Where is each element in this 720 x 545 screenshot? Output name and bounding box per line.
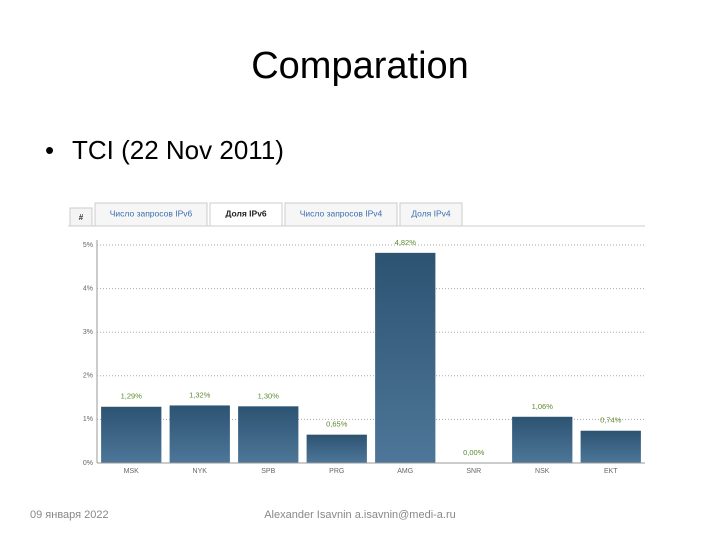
value-label: 1,06%: [532, 402, 554, 411]
value-label: 1,29%: [121, 392, 143, 401]
slide-title: Comparation: [251, 45, 469, 87]
slide-footer: Alexander Isavnin a.isavnin@medi-a.ru: [264, 509, 456, 521]
x-tick-label: SPB: [261, 468, 275, 475]
value-label: 1,32%: [189, 390, 211, 399]
tab-marker: #: [79, 213, 84, 222]
value-label: 0,65%: [326, 420, 348, 429]
value-label: 1,30%: [258, 391, 280, 400]
x-tick-label: PRG: [329, 468, 344, 475]
value-label: 0,74%: [600, 416, 622, 425]
value-label: 0,00%: [463, 448, 485, 457]
x-tick-label: AMG: [397, 468, 413, 475]
tab[interactable]: [284, 202, 398, 227]
bar: [101, 406, 162, 463]
bullet-dot: •: [45, 135, 54, 165]
tab[interactable]: [94, 202, 208, 227]
bar: [580, 430, 641, 463]
bar: [512, 416, 573, 463]
tab-marker-box: [69, 207, 93, 227]
y-tick-label: 2%: [83, 373, 93, 380]
x-tick-label: NSK: [535, 468, 550, 475]
tab-label[interactable]: Доля IPv4: [411, 208, 451, 218]
y-tick-label: 3%: [83, 329, 93, 336]
tab[interactable]: [209, 202, 283, 227]
x-tick-label: SNR: [466, 468, 481, 475]
tab[interactable]: [399, 202, 463, 227]
tab-label[interactable]: Доля IPv6: [225, 208, 267, 218]
x-tick-label: EKT: [604, 468, 618, 475]
y-tick-label: 4%: [83, 285, 93, 292]
y-tick-label: 5%: [83, 242, 93, 249]
y-tick-label: 0%: [83, 460, 93, 467]
tab-label[interactable]: Число запросов IPv4: [300, 208, 383, 218]
value-label: 4,82%: [395, 238, 417, 247]
bar: [238, 406, 299, 463]
bar: [306, 434, 367, 463]
x-tick-label: NYK: [193, 468, 208, 475]
bar: [375, 252, 436, 463]
bullet-text: TCI (22 Nov 2011): [72, 135, 284, 165]
slide-date: 09 января 2022: [30, 509, 109, 521]
tab-label[interactable]: Число запросов IPv6: [110, 208, 193, 218]
bar: [169, 405, 230, 463]
x-tick-label: MSK: [124, 468, 140, 475]
y-tick-label: 1%: [83, 416, 93, 423]
